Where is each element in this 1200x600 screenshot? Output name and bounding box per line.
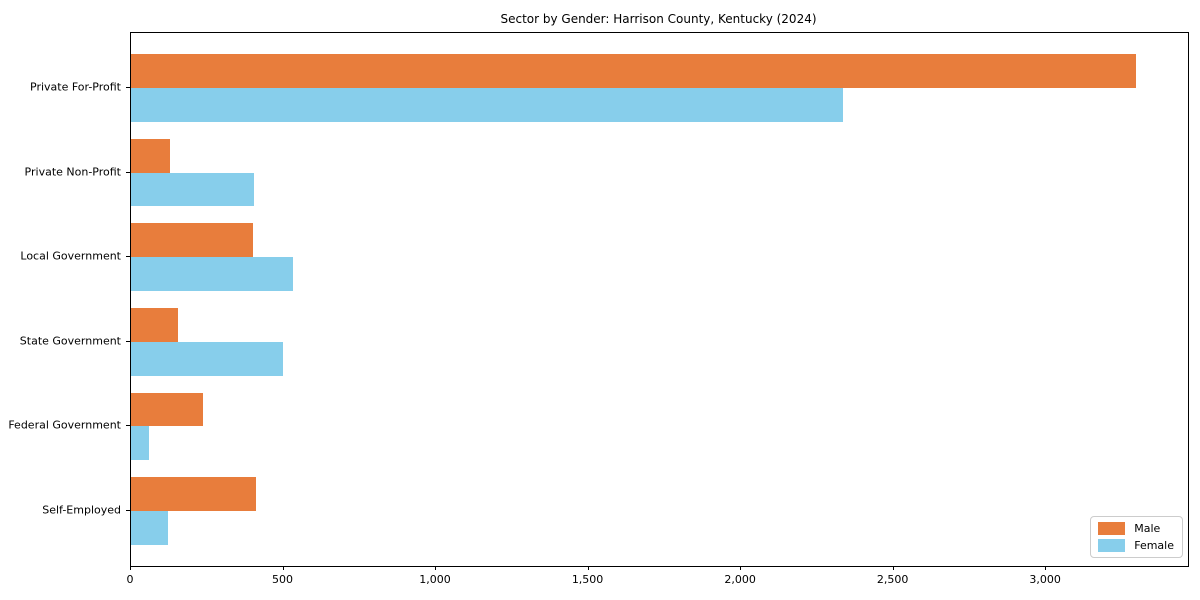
y-tick-mark [126,87,130,88]
legend-item-male: Male [1098,522,1174,535]
y-tick-label-private-non-profit: Private Non-Profit [24,165,121,179]
y-tick-label-state-government: State Government [19,334,121,348]
bar-female-local-government [131,257,293,292]
y-tick-mark [126,510,130,511]
bar-female-self-employed [131,511,168,545]
x-tick-mark [1045,566,1046,570]
y-tick-mark [126,341,130,342]
x-tick-label-1-000: 1,000 [419,573,451,586]
bar-female-private-for-profit [131,87,843,122]
legend-item-female: Female [1098,539,1174,552]
x-tick-mark [130,566,131,570]
x-tick-label-3-000: 3,000 [1029,573,1061,586]
x-tick-mark [588,566,589,570]
bar-female-state-government [131,341,283,376]
x-tick-mark [740,566,741,570]
y-tick-label-local-government: Local Government [20,249,121,263]
bar-male-self-employed [131,477,256,511]
x-tick-label-0: 0 [126,573,134,586]
bar-male-private-for-profit [131,54,1136,88]
chart-title: Sector by Gender: Harrison County, Kentu… [500,12,817,26]
y-tick-mark [126,425,130,426]
x-tick-mark [435,566,436,570]
bar-female-private-non-profit [131,172,254,207]
bar-female-federal-government [131,426,149,461]
male-swatch-icon [1098,522,1126,535]
bar-male-federal-government [131,392,203,427]
x-tick-label-1-500: 1,500 [571,573,604,586]
x-tick-label-500: 500 [272,573,294,586]
x-tick-label-2-000: 2,000 [724,573,756,586]
legend: Male Female [1090,516,1183,558]
x-tick-label-2-500: 2,500 [876,573,909,586]
bar-male-private-non-profit [131,138,170,173]
y-tick-mark [126,256,130,257]
bar-male-local-government [131,223,253,258]
x-tick-mark [893,566,894,570]
x-tick-mark [283,566,284,570]
bar-male-state-government [131,307,178,342]
plot-area: Male Female [130,32,1189,567]
female-swatch-icon [1098,539,1126,552]
y-tick-label-federal-government: Federal Government [8,418,121,432]
y-tick-mark [126,172,130,173]
y-tick-label-self-employed: Self-Employed [42,503,121,517]
y-tick-label-private-for-profit: Private For-Profit [30,80,121,94]
legend-label-male: Male [1134,522,1161,535]
legend-label-female: Female [1134,539,1174,552]
